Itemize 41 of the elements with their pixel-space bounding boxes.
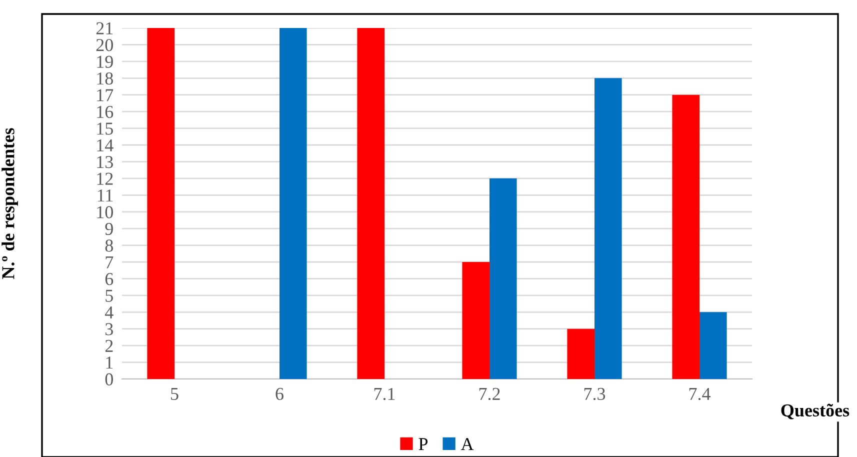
y-tick-label: 19 [97, 56, 113, 68]
y-tick-label: 17 [97, 89, 114, 102]
y-tick-label: 18 [97, 72, 113, 85]
x-tick-label: 5 [171, 388, 178, 400]
x-axis-title: Questões [781, 404, 850, 420]
bar [490, 178, 517, 379]
y-tick-label: 5 [106, 290, 113, 302]
y-tick-label: 21 [96, 22, 113, 34]
bar [700, 312, 727, 379]
y-tick-label: 9 [105, 222, 113, 236]
y-tick-label: 12 [97, 172, 113, 185]
y-tick-label: 10 [97, 206, 113, 218]
bar [357, 28, 384, 379]
y-tick-label: 11 [98, 189, 113, 202]
y-tick-label: 20 [96, 38, 113, 52]
y-tick-label: 4 [104, 306, 114, 318]
y-tick-label: 13 [97, 156, 113, 168]
y-axis-title: N.º de respondentes [2, 128, 18, 279]
legend-label: P [418, 438, 428, 450]
y-tick-label: 0 [105, 373, 113, 386]
y-tick-label: 7 [106, 256, 114, 268]
bar [147, 28, 174, 379]
y-tick-label: 3 [106, 323, 113, 336]
bar [567, 328, 594, 379]
x-tick-label: 7.3 [584, 388, 606, 400]
x-tick-label: 7.4 [689, 388, 711, 400]
y-tick-label: 2 [105, 340, 113, 352]
x-tick-label: 6 [276, 388, 284, 400]
bar [280, 28, 307, 379]
bar [462, 262, 490, 379]
y-tick-label: 16 [97, 106, 114, 118]
y-tick-label: 14 [97, 139, 114, 152]
bar [594, 78, 622, 379]
y-tick-label: 15 [97, 122, 113, 135]
x-tick-label: 7.2 [479, 388, 500, 400]
y-tick-label: 6 [105, 273, 114, 286]
bar [672, 94, 700, 379]
x-tick-label: 7.1 [374, 388, 395, 400]
y-tick-label: 1 [106, 356, 113, 369]
legend-label: A [460, 438, 474, 450]
y-tick-label: 8 [105, 240, 113, 252]
